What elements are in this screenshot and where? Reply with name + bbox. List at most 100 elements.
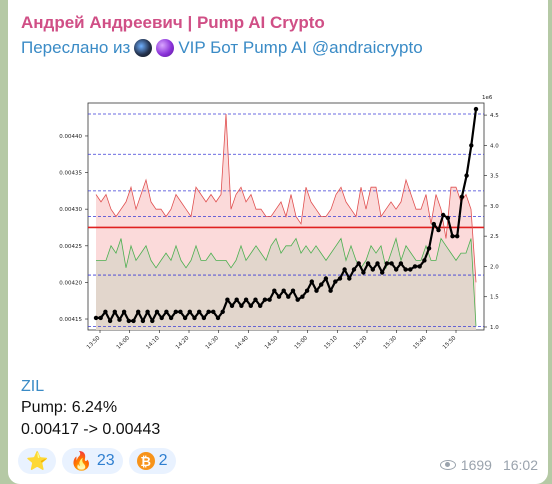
price-point (93, 315, 99, 321)
x-tick-label: 15:50 (442, 335, 458, 351)
price-point (398, 261, 404, 266)
forwarded-source[interactable]: VIP Бот Pump AI @andraicrypto (178, 38, 423, 57)
channel-avatar-icon (134, 39, 153, 57)
price-point (117, 317, 122, 322)
price-point (295, 297, 300, 302)
chart-svg: 0.00415 0.00420 0.00425 0.00430 0.00435 0.004… (59, 95, 499, 351)
price-point (445, 215, 451, 221)
forwarded-from[interactable]: Переслано из VIP Бот Pump AI @andraicryp… (21, 38, 423, 58)
price-point (258, 303, 263, 308)
reaction-star[interactable]: ⭐ (18, 448, 57, 474)
x-tick-label: 15:10 (323, 335, 339, 351)
x-tick-label: 15:40 (412, 335, 428, 351)
price-point (304, 288, 310, 293)
price-point (347, 276, 352, 281)
price-point (220, 309, 225, 314)
price-point (154, 309, 160, 314)
price-point (375, 261, 380, 266)
price-chart[interactable]: 0.00415 0.00420 0.00425 0.00430 0.00435 0.004… (8, 83, 548, 368)
right-tick-label: 4.5 (490, 113, 499, 119)
price-point (380, 270, 385, 275)
price-point (426, 246, 432, 251)
right-tick-label: 3.5 (490, 174, 499, 180)
price-point (192, 315, 197, 321)
x-tick-label: 14:20 (175, 335, 191, 351)
price-point (394, 267, 399, 272)
upper-band-line (95, 113, 477, 283)
price-point (356, 261, 361, 266)
price-point (286, 294, 291, 299)
right-tick-label: 4.0 (490, 143, 499, 149)
price-point (412, 264, 418, 269)
price-point (168, 315, 174, 321)
price-point (431, 221, 436, 227)
reaction-fire[interactable]: 🔥 23 (62, 448, 123, 474)
x-tick-label: 13:50 (86, 335, 102, 351)
price-point (103, 309, 108, 314)
price-point (290, 288, 296, 293)
author-name[interactable]: Андрей Андреевич | Pump AI Crypto (21, 13, 325, 32)
price-point (243, 297, 249, 302)
price-point (121, 309, 127, 314)
reaction-count: 2 (158, 452, 168, 469)
price-point (140, 318, 146, 324)
price-point (450, 234, 455, 239)
price-point (239, 303, 244, 308)
price-point (229, 303, 235, 308)
reaction-count: 23 (96, 452, 115, 469)
price-point (323, 276, 329, 281)
right-tick-label: 2.0 (490, 264, 499, 270)
ticker-link[interactable]: ZIL (21, 378, 45, 395)
price-point (417, 264, 422, 269)
price-point (272, 288, 277, 293)
price-point (464, 173, 469, 178)
view-count: 1699 (460, 457, 492, 473)
left-tick-label: 0.00440 (59, 134, 82, 140)
right-tick-label: 1.5 (490, 295, 499, 301)
x-tick-label: 15:20 (353, 335, 369, 351)
message-bubble: Андрей Андреевич | Pump AI Crypto Пересл… (8, 0, 548, 484)
price-point (342, 267, 347, 272)
reactions-bar: ⭐ 🔥 23 ₿ 2 (18, 448, 176, 474)
price-point (197, 309, 202, 314)
price-point (145, 309, 150, 314)
price-point (173, 309, 178, 314)
price-point (422, 258, 427, 263)
x-tick-label: 14:40 (234, 335, 250, 351)
price-point (365, 261, 371, 266)
price-line (96, 108, 478, 322)
x-tick-label: 15:30 (383, 335, 399, 351)
upper-band-fill (96, 114, 476, 327)
price-change-text: 0.00417 -> 0.00443 (21, 421, 161, 438)
price-point (300, 294, 305, 299)
price-point (107, 318, 113, 324)
right-axis-offset: 1e6 (482, 95, 493, 101)
price-point (201, 315, 207, 321)
price-point (126, 318, 131, 324)
price-point (178, 309, 183, 314)
x-tick-label: 15:00 (294, 335, 310, 351)
lower-band-line (96, 237, 477, 327)
price-point (473, 106, 479, 112)
price-point (441, 212, 446, 218)
bitcoin-icon: ₿ (136, 452, 155, 470)
price-point (389, 261, 394, 266)
price-point (370, 267, 375, 272)
purple-circle-icon (156, 39, 175, 57)
price-point (253, 297, 258, 302)
right-tick-label: 1.0 (490, 325, 499, 331)
forwarded-prefix: Переслано из (21, 38, 131, 57)
price-point (328, 288, 333, 293)
price-point (215, 315, 221, 321)
left-tick-label: 0.00430 (59, 207, 82, 213)
price-point (403, 267, 408, 272)
reaction-bitcoin[interactable]: ₿ 2 (128, 448, 176, 474)
price-point (469, 143, 474, 148)
price-point (159, 315, 164, 321)
price-point (267, 297, 272, 302)
price-point (408, 267, 413, 272)
price-point (98, 315, 103, 321)
lower-band-fill (96, 238, 476, 330)
price-point (333, 279, 338, 284)
star-icon: ⭐ (26, 451, 49, 471)
